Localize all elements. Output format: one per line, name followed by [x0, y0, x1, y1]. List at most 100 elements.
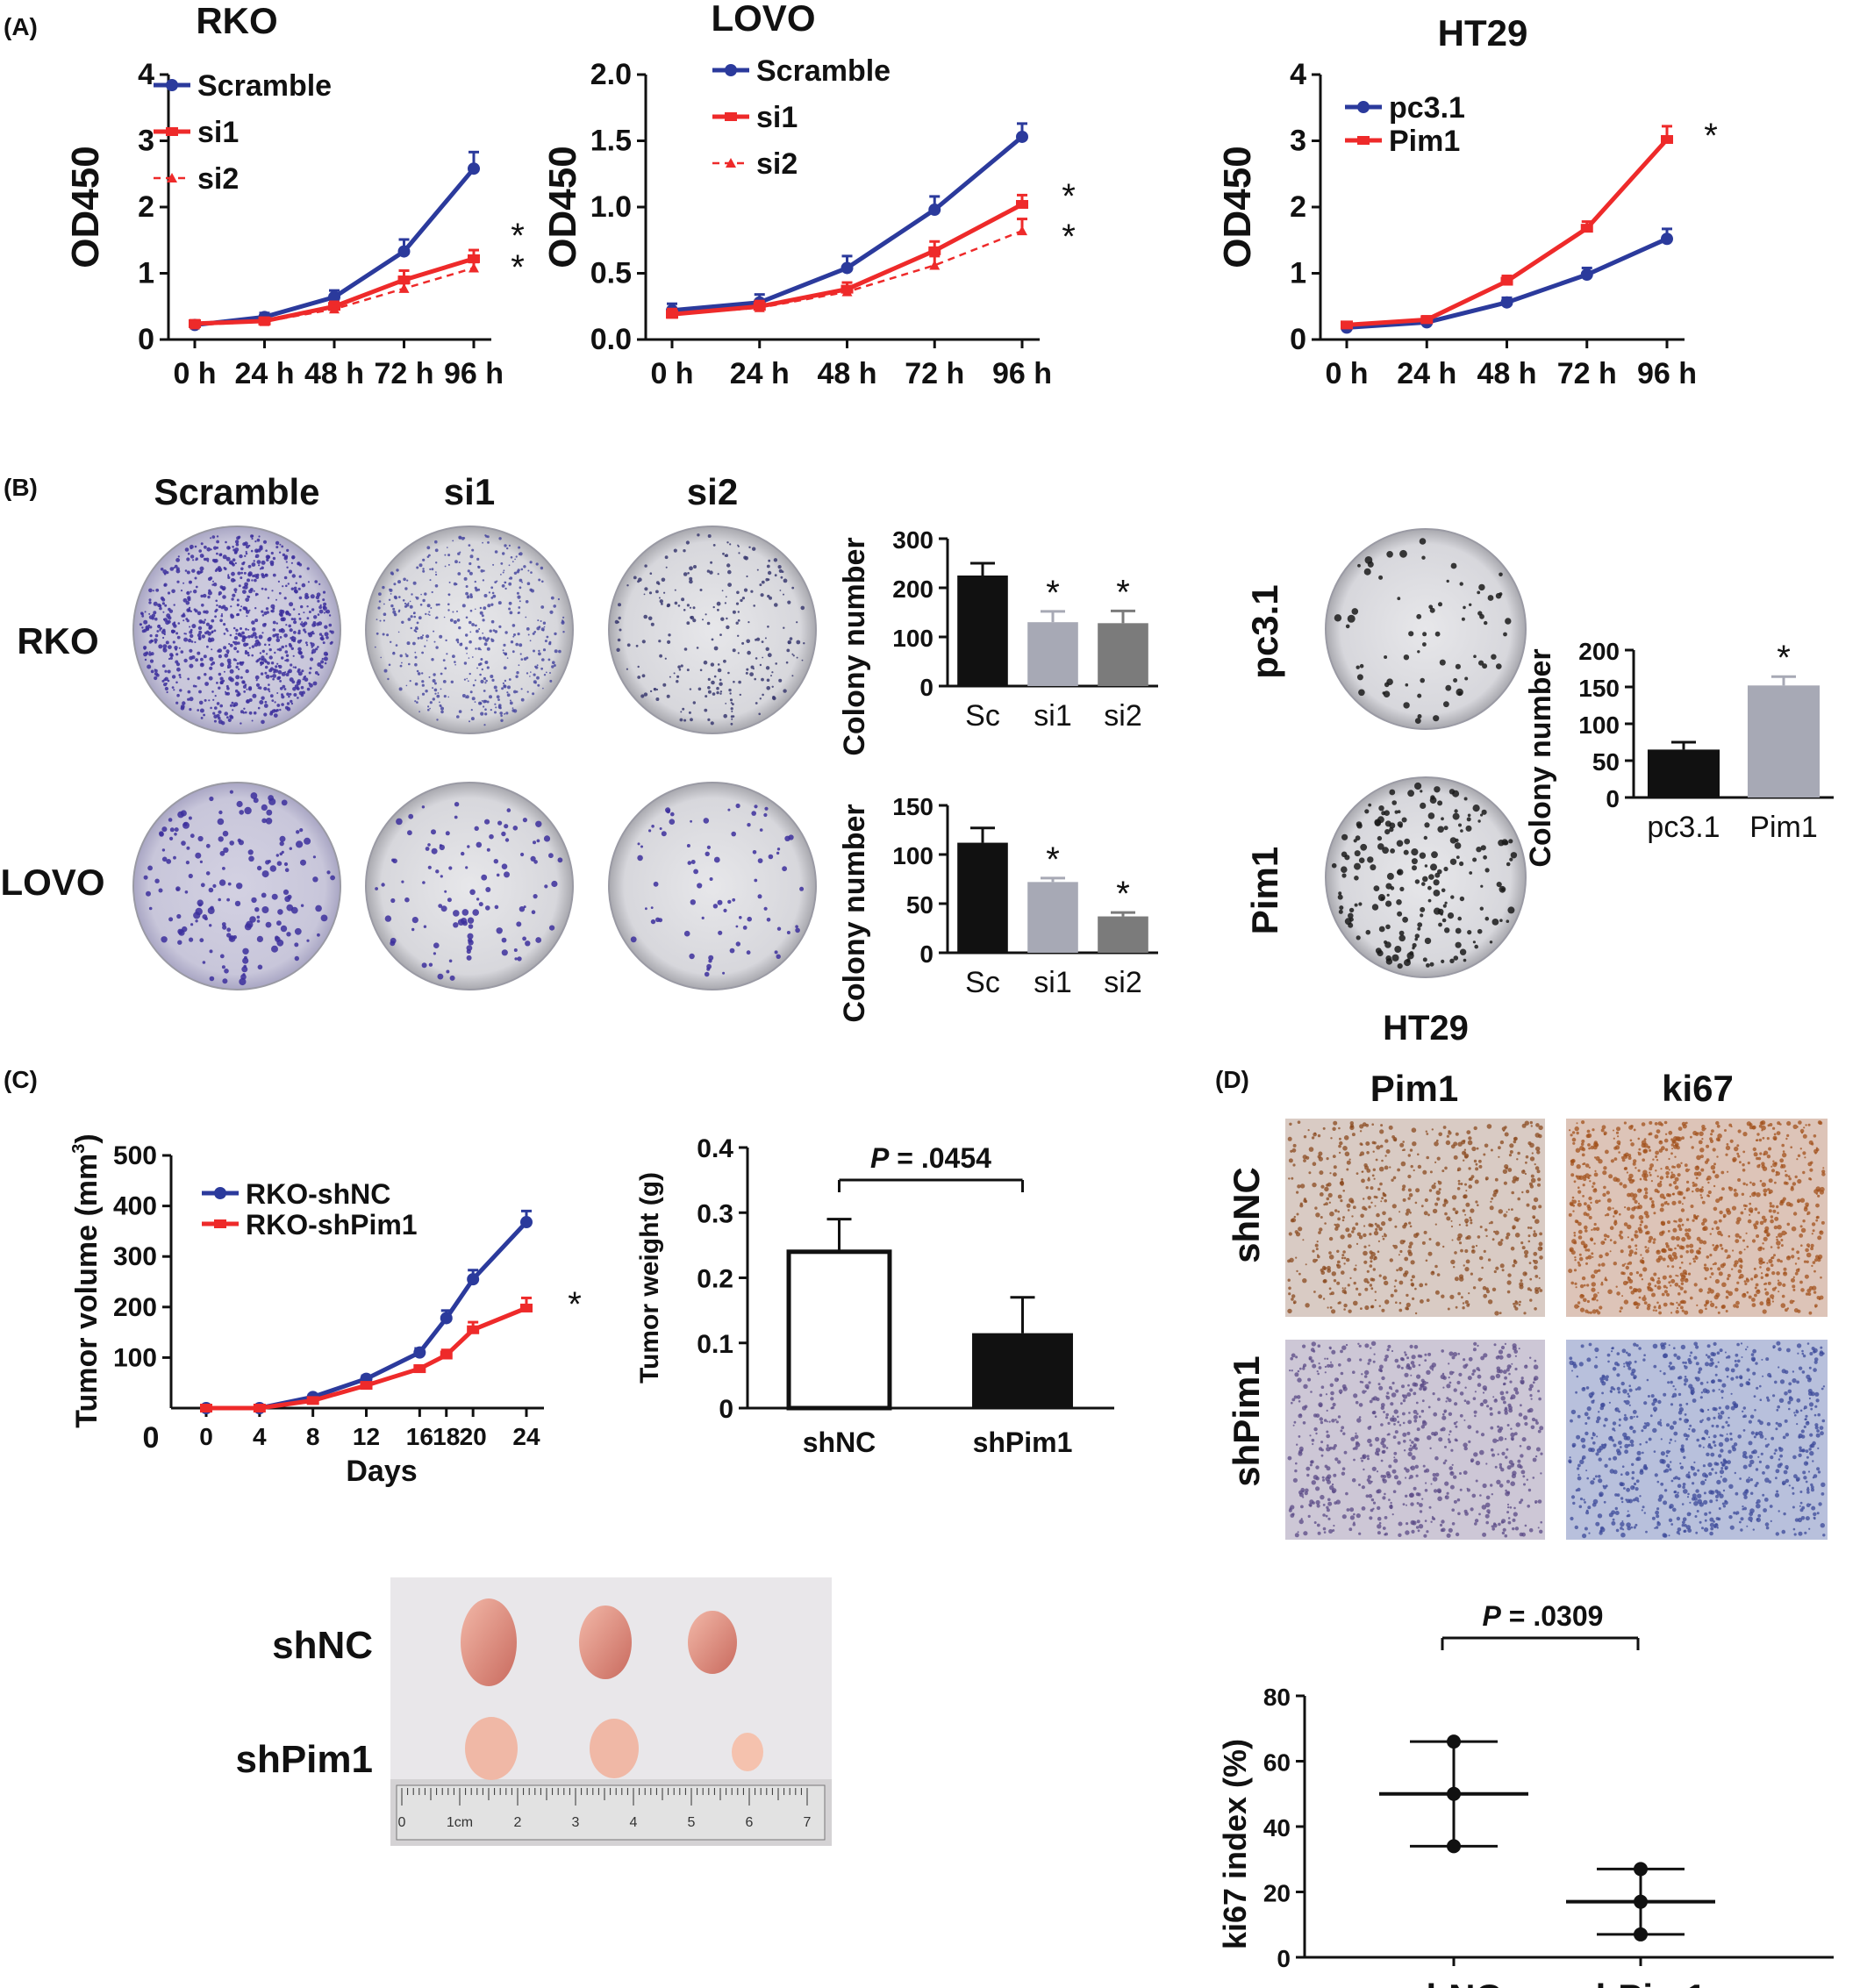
cell-dot — [1436, 1139, 1439, 1142]
cell-dot — [1591, 1274, 1596, 1279]
cell-dot — [1518, 1412, 1523, 1417]
cell-dot — [1806, 1212, 1809, 1216]
cell-dot — [1421, 1241, 1426, 1245]
colony-dot — [501, 687, 504, 690]
colony-dot — [738, 552, 740, 554]
cell-dot — [1484, 1388, 1487, 1391]
cell-dot — [1422, 1169, 1427, 1175]
cell-dot — [1470, 1208, 1475, 1213]
colony-dot — [203, 713, 206, 717]
colony-dot — [495, 706, 497, 709]
colony-dot — [261, 804, 268, 812]
colony-dot — [185, 618, 189, 621]
colony-dot — [197, 651, 201, 655]
cell-dot — [1627, 1154, 1632, 1157]
cell-dot — [1359, 1142, 1363, 1146]
colony-dot — [416, 566, 419, 569]
y-tick-label: 20 — [1263, 1880, 1291, 1907]
colony-dot — [1345, 624, 1350, 629]
colony-dot — [317, 599, 320, 603]
colony-dot — [446, 653, 448, 655]
cell-dot — [1806, 1260, 1809, 1264]
cell-dot — [1453, 1141, 1458, 1147]
colony-dot — [272, 607, 275, 610]
colony-dot — [431, 847, 438, 855]
colony-dot — [427, 705, 430, 708]
colony-dot — [199, 554, 204, 558]
colony-dot — [404, 897, 410, 903]
cell-dot — [1665, 1292, 1670, 1297]
colony-dot — [220, 614, 224, 618]
cell-dot — [1640, 1219, 1644, 1224]
cell-dot — [1713, 1294, 1719, 1300]
colony-dot — [483, 594, 488, 597]
colony-dot — [424, 592, 427, 596]
cell-dot — [1670, 1171, 1673, 1174]
cell-dot — [1529, 1384, 1534, 1389]
colony-dot — [296, 830, 300, 834]
colony-dot — [513, 690, 517, 694]
colony-dot — [1399, 886, 1405, 892]
cell-dot — [1577, 1301, 1581, 1305]
colony-dot — [803, 642, 805, 645]
colony-dot — [324, 625, 328, 629]
colony-dot — [222, 595, 226, 599]
colony-dot — [534, 682, 537, 684]
colony-dot — [381, 883, 385, 887]
colony-dot — [445, 831, 450, 836]
cell-dot — [1700, 1168, 1705, 1172]
cell-dot — [1587, 1255, 1592, 1260]
colony-dot — [247, 564, 252, 569]
cell-dot — [1355, 1400, 1359, 1405]
cell-dot — [1339, 1137, 1341, 1141]
colony-dot — [683, 647, 688, 651]
colony-dot — [208, 699, 211, 702]
cell-dot — [1349, 1515, 1355, 1520]
x-tick-label: 18 — [433, 1423, 460, 1450]
colony-dot — [704, 708, 708, 712]
cell-dot — [1382, 1527, 1386, 1530]
colony-dot — [252, 574, 255, 578]
cell-dot — [1733, 1304, 1737, 1308]
colony-dot — [617, 638, 621, 642]
cell-dot — [1671, 1165, 1675, 1169]
cell-dot — [1751, 1303, 1756, 1307]
cell-dot — [1753, 1152, 1758, 1157]
colony-dot — [761, 677, 764, 682]
colony-dot — [466, 955, 472, 961]
colony-dot — [405, 684, 408, 687]
colony-dot — [640, 694, 645, 698]
colony-dot — [397, 580, 401, 584]
colony-dot — [658, 597, 661, 599]
colony-dot — [421, 805, 426, 809]
colony-dot — [739, 693, 741, 697]
point — [468, 162, 480, 175]
colony-dot — [1507, 906, 1515, 914]
y-tick-label: 150 — [1578, 675, 1620, 702]
cell-dot — [1642, 1267, 1648, 1272]
colony-dot — [150, 652, 154, 656]
cell-dot — [1498, 1522, 1501, 1527]
cell-dot — [1378, 1274, 1382, 1277]
colony-dot — [1399, 549, 1407, 558]
colony-dot — [193, 608, 197, 611]
cell-dot — [1680, 1208, 1685, 1212]
cell-dot — [1414, 1201, 1418, 1205]
cell-dot — [1334, 1226, 1339, 1231]
colony-dot — [501, 863, 508, 869]
cell-dot — [1473, 1126, 1477, 1131]
cell-dot — [1398, 1254, 1400, 1256]
cell-dot — [1538, 1241, 1543, 1247]
cell-dot — [1507, 1208, 1510, 1211]
cell-dot — [1320, 1270, 1326, 1275]
colony-dot — [673, 548, 677, 553]
cell-dot — [1527, 1287, 1531, 1291]
cell-dot — [1356, 1232, 1362, 1237]
colony-dot — [504, 824, 509, 829]
colony-dot — [169, 827, 175, 833]
colony-dot — [772, 696, 776, 701]
cell-dot — [1316, 1523, 1320, 1527]
colony-dot — [1364, 556, 1373, 564]
cell-dot — [1710, 1302, 1715, 1307]
colony-dot — [234, 682, 240, 686]
